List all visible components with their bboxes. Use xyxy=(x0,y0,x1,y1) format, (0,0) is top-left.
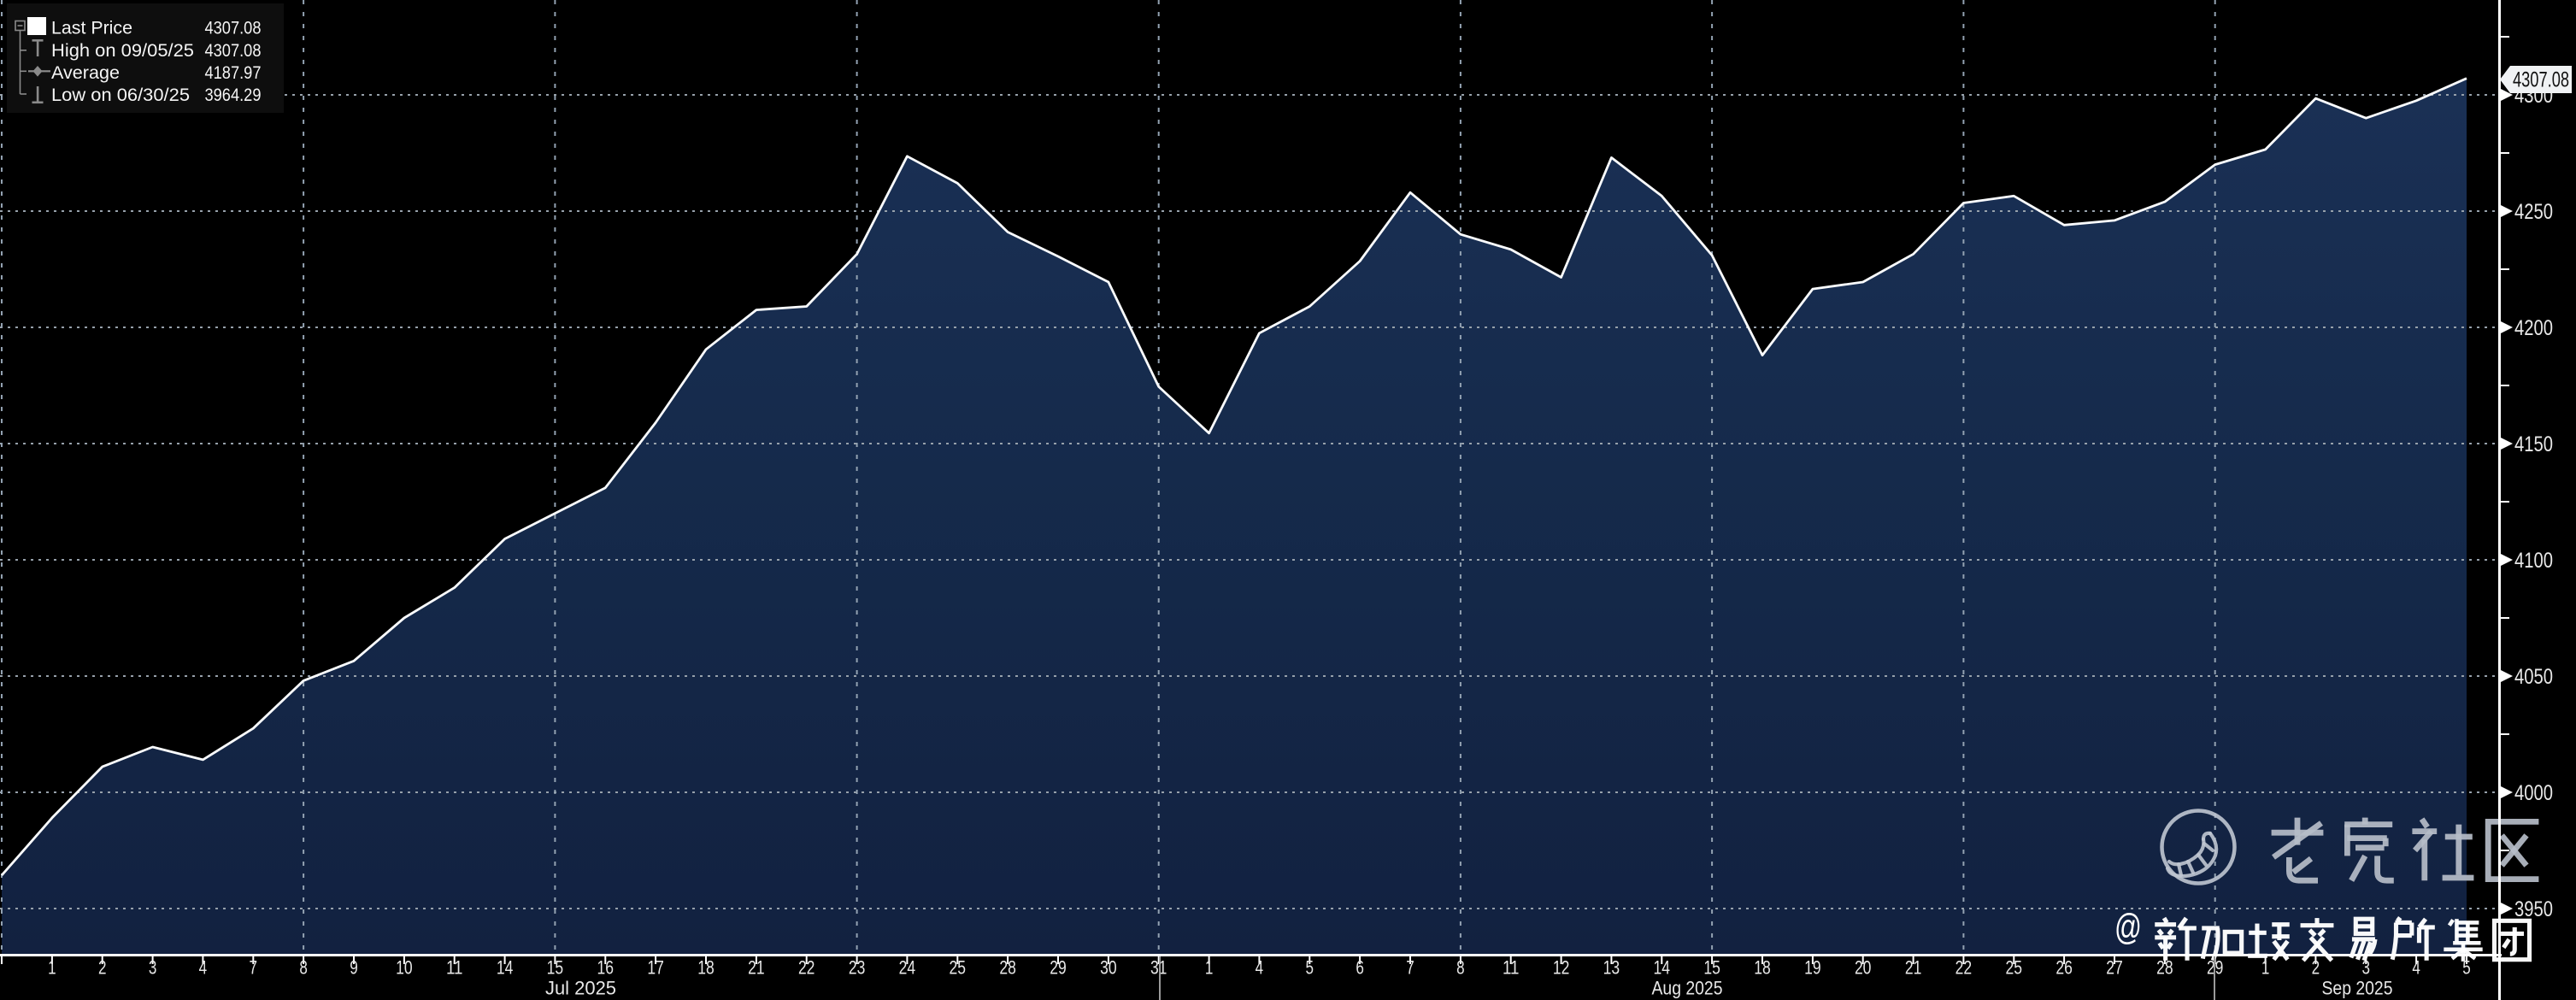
svg-text:22: 22 xyxy=(1956,957,1973,979)
svg-text:7: 7 xyxy=(1406,957,1414,979)
svg-text:3: 3 xyxy=(149,957,157,979)
svg-text:21: 21 xyxy=(748,957,765,979)
svg-text:15: 15 xyxy=(547,957,564,979)
svg-text:22: 22 xyxy=(798,957,815,979)
svg-text:4250: 4250 xyxy=(2514,200,2553,224)
svg-text:5: 5 xyxy=(2462,957,2471,979)
svg-text:30: 30 xyxy=(1100,957,1117,979)
svg-text:3964.29: 3964.29 xyxy=(205,85,262,105)
svg-text:12: 12 xyxy=(1553,957,1570,979)
svg-text:14: 14 xyxy=(1654,957,1671,979)
svg-text:18: 18 xyxy=(697,957,715,979)
svg-text:21: 21 xyxy=(1905,957,1922,979)
svg-text:23: 23 xyxy=(849,957,866,979)
svg-text:4000: 4000 xyxy=(2514,781,2553,805)
svg-text:4307.08: 4307.08 xyxy=(205,41,262,61)
svg-text:26: 26 xyxy=(2056,957,2073,979)
svg-text:25: 25 xyxy=(950,957,967,979)
svg-text:7: 7 xyxy=(250,957,258,979)
svg-text:24: 24 xyxy=(899,957,916,979)
svg-text:18: 18 xyxy=(1754,957,1771,979)
svg-text:Sep 2025: Sep 2025 xyxy=(2322,978,2393,999)
svg-text:29: 29 xyxy=(1050,957,1067,979)
svg-text:13: 13 xyxy=(1603,957,1620,979)
svg-text:3950: 3950 xyxy=(2514,897,2553,921)
svg-text:11: 11 xyxy=(1503,957,1520,979)
svg-text:4200: 4200 xyxy=(2514,316,2553,340)
svg-text:4: 4 xyxy=(2412,957,2420,979)
svg-text:2: 2 xyxy=(98,957,107,979)
svg-text:17: 17 xyxy=(647,957,664,979)
svg-text:1: 1 xyxy=(1205,957,1214,979)
svg-text:Last Price: Last Price xyxy=(51,19,132,38)
svg-text:15: 15 xyxy=(1703,957,1720,979)
svg-text:4187.97: 4187.97 xyxy=(205,63,262,83)
svg-text:Aug 2025: Aug 2025 xyxy=(1652,978,1723,999)
svg-text:1: 1 xyxy=(48,957,56,979)
svg-text:Low on 06/30/25: Low on 06/30/25 xyxy=(51,85,190,105)
svg-text:14: 14 xyxy=(497,957,514,979)
svg-text:31: 31 xyxy=(1150,957,1167,979)
svg-text:27: 27 xyxy=(2106,957,2123,979)
svg-text:28: 28 xyxy=(2156,957,2173,979)
svg-text:1: 1 xyxy=(2261,957,2270,979)
svg-text:4: 4 xyxy=(1256,957,1264,979)
svg-text:11: 11 xyxy=(446,957,463,979)
svg-text:10: 10 xyxy=(396,957,413,979)
svg-text:4: 4 xyxy=(199,957,208,979)
svg-text:4150: 4150 xyxy=(2514,432,2553,456)
svg-text:19: 19 xyxy=(1804,957,1821,979)
svg-text:@: @ xyxy=(2114,907,2142,948)
svg-text:28: 28 xyxy=(999,957,1016,979)
svg-text:3: 3 xyxy=(2362,957,2371,979)
svg-text:High on 09/05/25: High on 09/05/25 xyxy=(51,41,194,61)
svg-text:8: 8 xyxy=(1456,957,1465,979)
svg-text:25: 25 xyxy=(2006,957,2023,979)
svg-text:4307.08: 4307.08 xyxy=(2513,68,2569,92)
svg-text:8: 8 xyxy=(299,957,308,979)
svg-text:9: 9 xyxy=(350,957,358,979)
svg-text:Average: Average xyxy=(51,63,120,83)
svg-text:20: 20 xyxy=(1855,957,1872,979)
svg-text:4050: 4050 xyxy=(2514,665,2553,689)
svg-text:5: 5 xyxy=(1306,957,1314,979)
svg-text:4307.08: 4307.08 xyxy=(205,19,262,38)
svg-text:2: 2 xyxy=(2312,957,2320,979)
svg-text:4100: 4100 xyxy=(2514,549,2553,573)
svg-text:16: 16 xyxy=(597,957,615,979)
svg-text:6: 6 xyxy=(1356,957,1364,979)
svg-text:Jul 2025: Jul 2025 xyxy=(545,978,616,999)
